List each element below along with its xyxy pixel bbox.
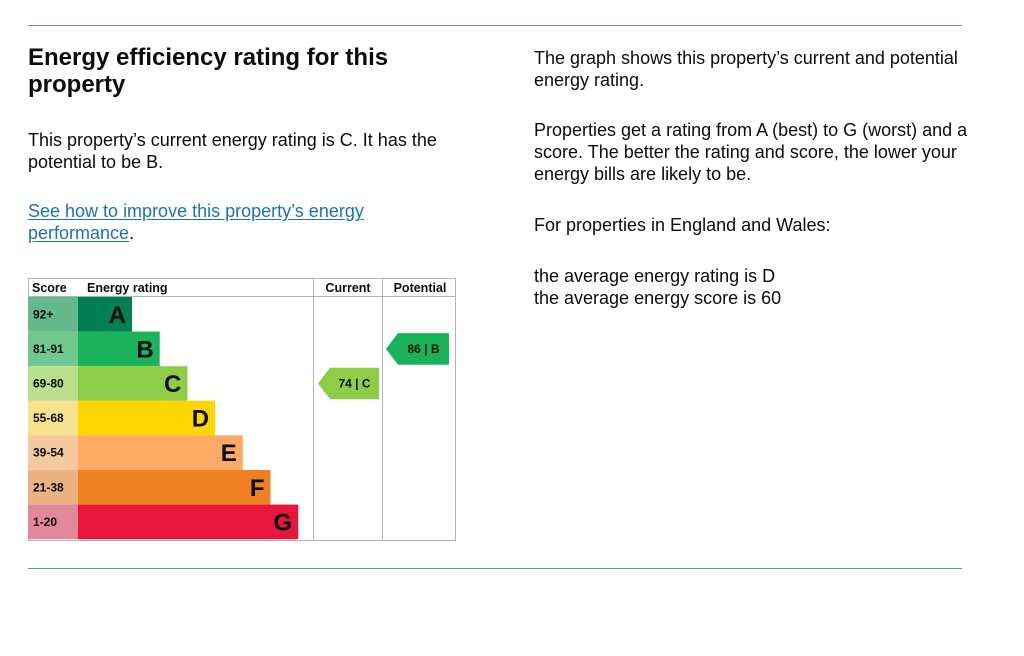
region-label: For properties in England and Wales:: [534, 215, 831, 235]
score-cell-d: [28, 400, 78, 436]
score-range-b: 81-91: [33, 342, 64, 356]
average-rating: the average energy rating is D: [534, 266, 776, 286]
rating-letter-g: G: [274, 509, 293, 536]
score-range-e: 39-54: [33, 446, 64, 460]
rating-letter-f: F: [250, 475, 265, 502]
rating-letter-d: D: [192, 406, 209, 433]
rating-letter-b: B: [136, 336, 153, 363]
energy-rating-graph: Score Energy rating Current Potential 92…: [28, 278, 456, 541]
rating-letter-c: C: [164, 371, 181, 398]
rating-letter-e: E: [221, 440, 237, 467]
bottom-divider: [28, 568, 962, 569]
rating-bar-f: [78, 470, 271, 505]
improve-performance-link[interactable]: See how to improve this property’s energ…: [28, 201, 364, 243]
score-cell-a: [28, 297, 78, 332]
rating-letter-a: A: [109, 302, 126, 329]
score-range-d: 55-68: [33, 411, 64, 425]
score-cell-f: [28, 470, 78, 505]
score-range-a: 92+: [33, 307, 53, 321]
rating-explanation: Properties get a rating from A (best) to…: [534, 120, 968, 184]
current-marker: [318, 367, 379, 400]
score-range-f: 21-38: [33, 480, 64, 494]
score-cell-c: [28, 366, 78, 401]
rating-bar-g: [78, 504, 299, 540]
average-score: the average energy score is 60: [534, 288, 782, 308]
page-heading: Energy efficiency rating for this proper…: [28, 44, 389, 98]
score-range-c: 69-80: [33, 377, 64, 391]
rating-bar-b: [78, 331, 160, 367]
rating-bar-e: [78, 435, 243, 470]
current-marker-label: 74 | C: [338, 377, 370, 391]
rating-bar-c: [78, 366, 188, 401]
rating-bar-d: [78, 400, 216, 436]
score-cell-b: [28, 331, 78, 367]
link-suffix: .: [129, 223, 135, 243]
score-cell-e: [28, 435, 78, 470]
header-energy-rating: Energy rating: [87, 281, 168, 295]
potential-marker-label: 86 | B: [407, 342, 439, 356]
graph-description: The graph shows this property’s current …: [534, 48, 958, 90]
rating-bar-a: [78, 297, 132, 332]
header-current: Current: [325, 281, 371, 295]
improve-link-paragraph: See how to improve this property’s energ…: [28, 200, 468, 244]
header-potential: Potential: [394, 281, 447, 295]
score-cell-g: [28, 504, 78, 540]
energy-rating-chart: Score Energy rating Current Potential 92…: [28, 278, 456, 546]
score-range-g: 1-20: [33, 515, 57, 529]
top-divider: [28, 25, 962, 26]
rating-summary: This property’s current energy rating is…: [28, 130, 437, 172]
potential-marker: [386, 333, 449, 365]
left-column: Energy efficiency rating for this proper…: [28, 44, 468, 244]
header-score: Score: [32, 281, 67, 295]
right-column: The graph shows this property’s current …: [534, 47, 974, 309]
